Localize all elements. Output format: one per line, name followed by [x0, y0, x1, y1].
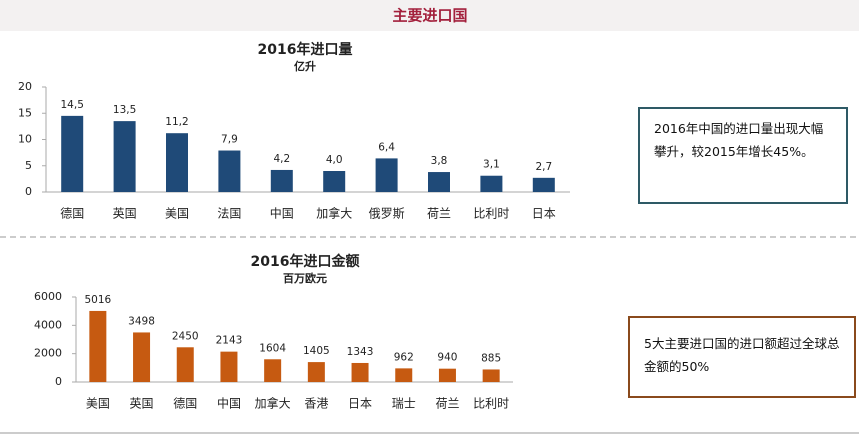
data-label: 2450 [172, 330, 199, 342]
data-label: 6,4 [378, 141, 395, 153]
x-tick-label: 荷兰 [435, 397, 459, 411]
x-tick-label: 日本 [532, 207, 556, 221]
data-label: 4,2 [273, 153, 290, 165]
bar [395, 368, 413, 382]
y-tick-label: 2000 [34, 347, 62, 360]
data-label: 7,9 [221, 134, 238, 146]
header-band [0, 0, 859, 31]
data-label: 3,8 [431, 155, 448, 167]
bar [428, 172, 450, 192]
chart-subtitle: 亿升 [294, 59, 316, 73]
header-title: 主要进口国 [392, 7, 467, 25]
bar [438, 368, 456, 382]
x-tick-label: 比利时 [473, 207, 509, 221]
x-tick-label: 加拿大 [316, 206, 352, 221]
bar [532, 177, 555, 192]
y-tick-label: 15 [18, 106, 32, 119]
y-tick-label: 0 [55, 375, 62, 388]
x-tick-label: 法国 [217, 207, 241, 221]
data-label: 5016 [84, 294, 111, 306]
data-label: 1405 [303, 345, 330, 357]
x-tick-label: 中国 [217, 396, 241, 411]
data-label: 1343 [347, 346, 374, 358]
x-tick-label: 美国 [165, 207, 189, 221]
x-tick-label: 加拿大 [255, 396, 291, 411]
bar [218, 150, 241, 192]
y-tick-label: 20 [18, 80, 32, 93]
y-tick-label: 5 [25, 159, 32, 172]
x-tick-label: 日本 [348, 397, 372, 411]
x-tick-label: 美国 [86, 397, 110, 411]
data-label: 11,2 [165, 116, 188, 128]
x-tick-label: 香港 [304, 397, 328, 411]
x-tick-label: 英国 [113, 207, 137, 221]
bar [307, 362, 325, 382]
bar [351, 362, 369, 382]
data-label: 2,7 [535, 161, 552, 173]
data-label: 3498 [128, 315, 155, 327]
bar [133, 332, 151, 382]
y-tick-label: 0 [25, 185, 32, 198]
bar [480, 175, 503, 192]
data-label: 13,5 [113, 104, 136, 116]
x-tick-label: 比利时 [473, 397, 509, 411]
data-label: 3,1 [483, 159, 500, 171]
note: 5大主要进口国的进口额超过全球总金额的50% [628, 316, 856, 398]
data-label: 2143 [216, 335, 243, 347]
note: 2016年中国的进口量出现大幅攀升，较2015年增长45%。 [638, 107, 848, 204]
bar [270, 169, 293, 192]
bar [113, 121, 136, 192]
data-label: 940 [437, 352, 457, 364]
chart-title: 2016年进口量 [258, 41, 353, 58]
data-label: 1604 [259, 342, 286, 354]
x-tick-label: 德国 [60, 206, 84, 221]
x-tick-label: 瑞士 [392, 397, 416, 411]
bar [89, 310, 107, 382]
data-label: 885 [481, 352, 501, 364]
data-label: 14,5 [61, 99, 84, 111]
bar [166, 133, 188, 192]
bar [482, 369, 500, 382]
x-tick-label: 中国 [270, 206, 294, 221]
x-tick-label: 英国 [130, 397, 154, 411]
data-label: 4,0 [326, 154, 343, 166]
chart-title: 2016年进口金额 [251, 253, 360, 270]
y-tick-label: 6000 [34, 290, 62, 303]
bar [375, 158, 398, 192]
y-tick-label: 4000 [34, 318, 62, 331]
bar [220, 351, 238, 382]
x-tick-label: 俄罗斯 [369, 207, 405, 221]
bar [264, 359, 282, 382]
y-tick-label: 10 [18, 133, 32, 146]
x-tick-label: 荷兰 [427, 207, 451, 221]
bar [61, 115, 84, 192]
data-label: 962 [394, 351, 414, 363]
bar [176, 347, 194, 382]
bar [323, 171, 346, 192]
chart-subtitle: 百万欧元 [283, 271, 327, 285]
x-tick-label: 德国 [173, 396, 197, 411]
